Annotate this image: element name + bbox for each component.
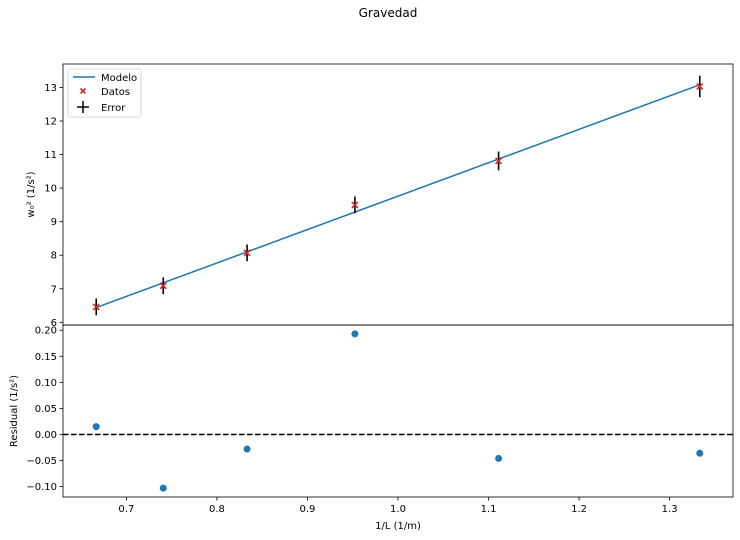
data-point-marker xyxy=(696,82,704,91)
top-y-tick-label: 7 xyxy=(51,284,57,295)
bottom-y-ticks: −0.10 −0.05 0.00 0.05 0.10 0.15 0.20 xyxy=(26,326,63,493)
top-y-tick-label: 9 xyxy=(51,217,57,228)
bottom-y-tick-label: 0.00 xyxy=(35,430,57,441)
legend: Modelo Datos Error xyxy=(67,68,142,118)
legend-entry-error: Error xyxy=(101,103,126,114)
residual-point xyxy=(495,454,503,462)
bottom-y-tick-label: −0.05 xyxy=(26,456,57,467)
residual-point xyxy=(159,484,167,492)
top-y-tick-label: 10 xyxy=(44,184,57,195)
bottom-x-ticks: 0.7 0.8 0.9 1.0 1.1 1.2 1.3 xyxy=(118,497,678,515)
residual-point xyxy=(351,330,359,338)
bottom-axes-frame xyxy=(62,324,734,498)
data-point-marker xyxy=(159,282,167,290)
x-axis-label: 1/L (1/m) xyxy=(375,521,421,532)
legend-cross-icon xyxy=(79,87,87,95)
legend-box xyxy=(67,68,142,118)
x-tick-label: 1.3 xyxy=(662,504,678,515)
top-y-tick-label: 13 xyxy=(44,83,57,94)
top-plot-area xyxy=(92,75,704,316)
x-tick-label: 1.0 xyxy=(390,504,406,515)
x-tick-label: 0.7 xyxy=(118,504,134,515)
legend-entry-datos: Datos xyxy=(101,87,130,98)
bottom-y-tick-label: 0.20 xyxy=(35,326,57,337)
chart-title: Gravedad xyxy=(359,6,418,20)
top-y-tick-label: 6 xyxy=(51,318,57,329)
top-y-tick-label: 8 xyxy=(51,251,57,262)
legend-errorbar-icon xyxy=(77,101,89,113)
data-point-marker xyxy=(495,157,503,165)
residual-point xyxy=(92,423,100,431)
bottom-y-axis-label: Residual (1/s²) xyxy=(9,375,20,447)
data-point-marker xyxy=(92,303,100,311)
top-y-axis-label: w₀² (1/s²) xyxy=(26,171,37,217)
model-line xyxy=(95,84,701,309)
legend-entry-modelo: Modelo xyxy=(101,73,137,84)
bottom-axes: −0.10 −0.05 0.00 0.05 0.10 0.15 0.20 0.7 0.8 0.9… xyxy=(9,324,734,532)
top-y-tick-label: 11 xyxy=(44,150,57,161)
x-tick-label: 1.2 xyxy=(571,504,587,515)
bottom-y-tick-label: 0.05 xyxy=(35,404,57,415)
data-point-marker xyxy=(351,201,359,209)
top-axes: 6 7 8 9 10 11 12 13 w₀² (1/s²) Modelo Datos Err… xyxy=(26,63,734,329)
top-y-ticks: 6 7 8 9 10 11 12 13 xyxy=(44,83,63,329)
top-y-tick-label: 12 xyxy=(44,117,57,128)
bottom-y-tick-label: −0.10 xyxy=(26,482,57,493)
x-tick-label: 0.8 xyxy=(209,504,225,515)
x-tick-label: 1.1 xyxy=(481,504,497,515)
bottom-y-tick-label: 0.10 xyxy=(35,378,57,389)
bottom-y-tick-label: 0.15 xyxy=(35,352,57,363)
residual-point xyxy=(243,445,251,453)
bottom-plot-area xyxy=(63,330,733,492)
residual-point xyxy=(696,449,704,457)
x-tick-label: 0.9 xyxy=(300,504,316,515)
data-point-marker xyxy=(243,249,251,257)
